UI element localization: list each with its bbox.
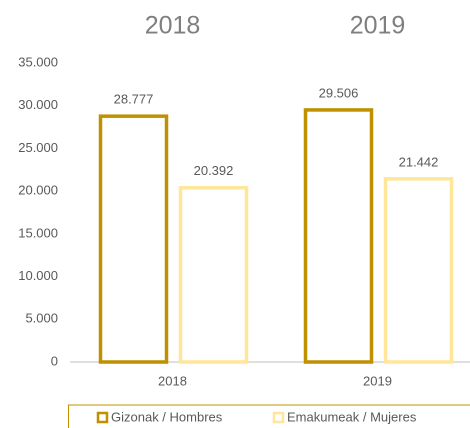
legend-swatch — [272, 411, 285, 424]
y-tick-label: 0 — [51, 353, 58, 368]
y-tick-label: 20.000 — [18, 183, 58, 198]
legend-label: Gizonak / Hombres — [111, 409, 223, 424]
y-tick-label: 25.000 — [18, 140, 58, 155]
data-label: 21.442 — [399, 154, 439, 169]
y-tick-label: 35.000 — [18, 54, 58, 69]
legend-swatch — [96, 411, 109, 424]
bar — [383, 177, 454, 364]
y-tick-label: 10.000 — [18, 268, 58, 283]
y-tick-label: 5.000 — [25, 311, 58, 326]
y-tick-label: 30.000 — [18, 97, 58, 112]
bar — [98, 114, 169, 364]
data-label: 28.777 — [114, 92, 154, 107]
group-title: 2018 — [145, 12, 201, 40]
y-tick-label: 15.000 — [18, 225, 58, 240]
group-title: 2019 — [350, 12, 406, 40]
legend-label: Emakumeak / Mujeres — [287, 409, 417, 424]
x-tick-label: 2018 — [158, 373, 187, 388]
bar — [303, 108, 374, 364]
x-tick-label: 2019 — [363, 373, 392, 388]
data-label: 20.392 — [194, 163, 234, 178]
bar — [178, 186, 249, 364]
data-label: 29.506 — [319, 85, 359, 100]
